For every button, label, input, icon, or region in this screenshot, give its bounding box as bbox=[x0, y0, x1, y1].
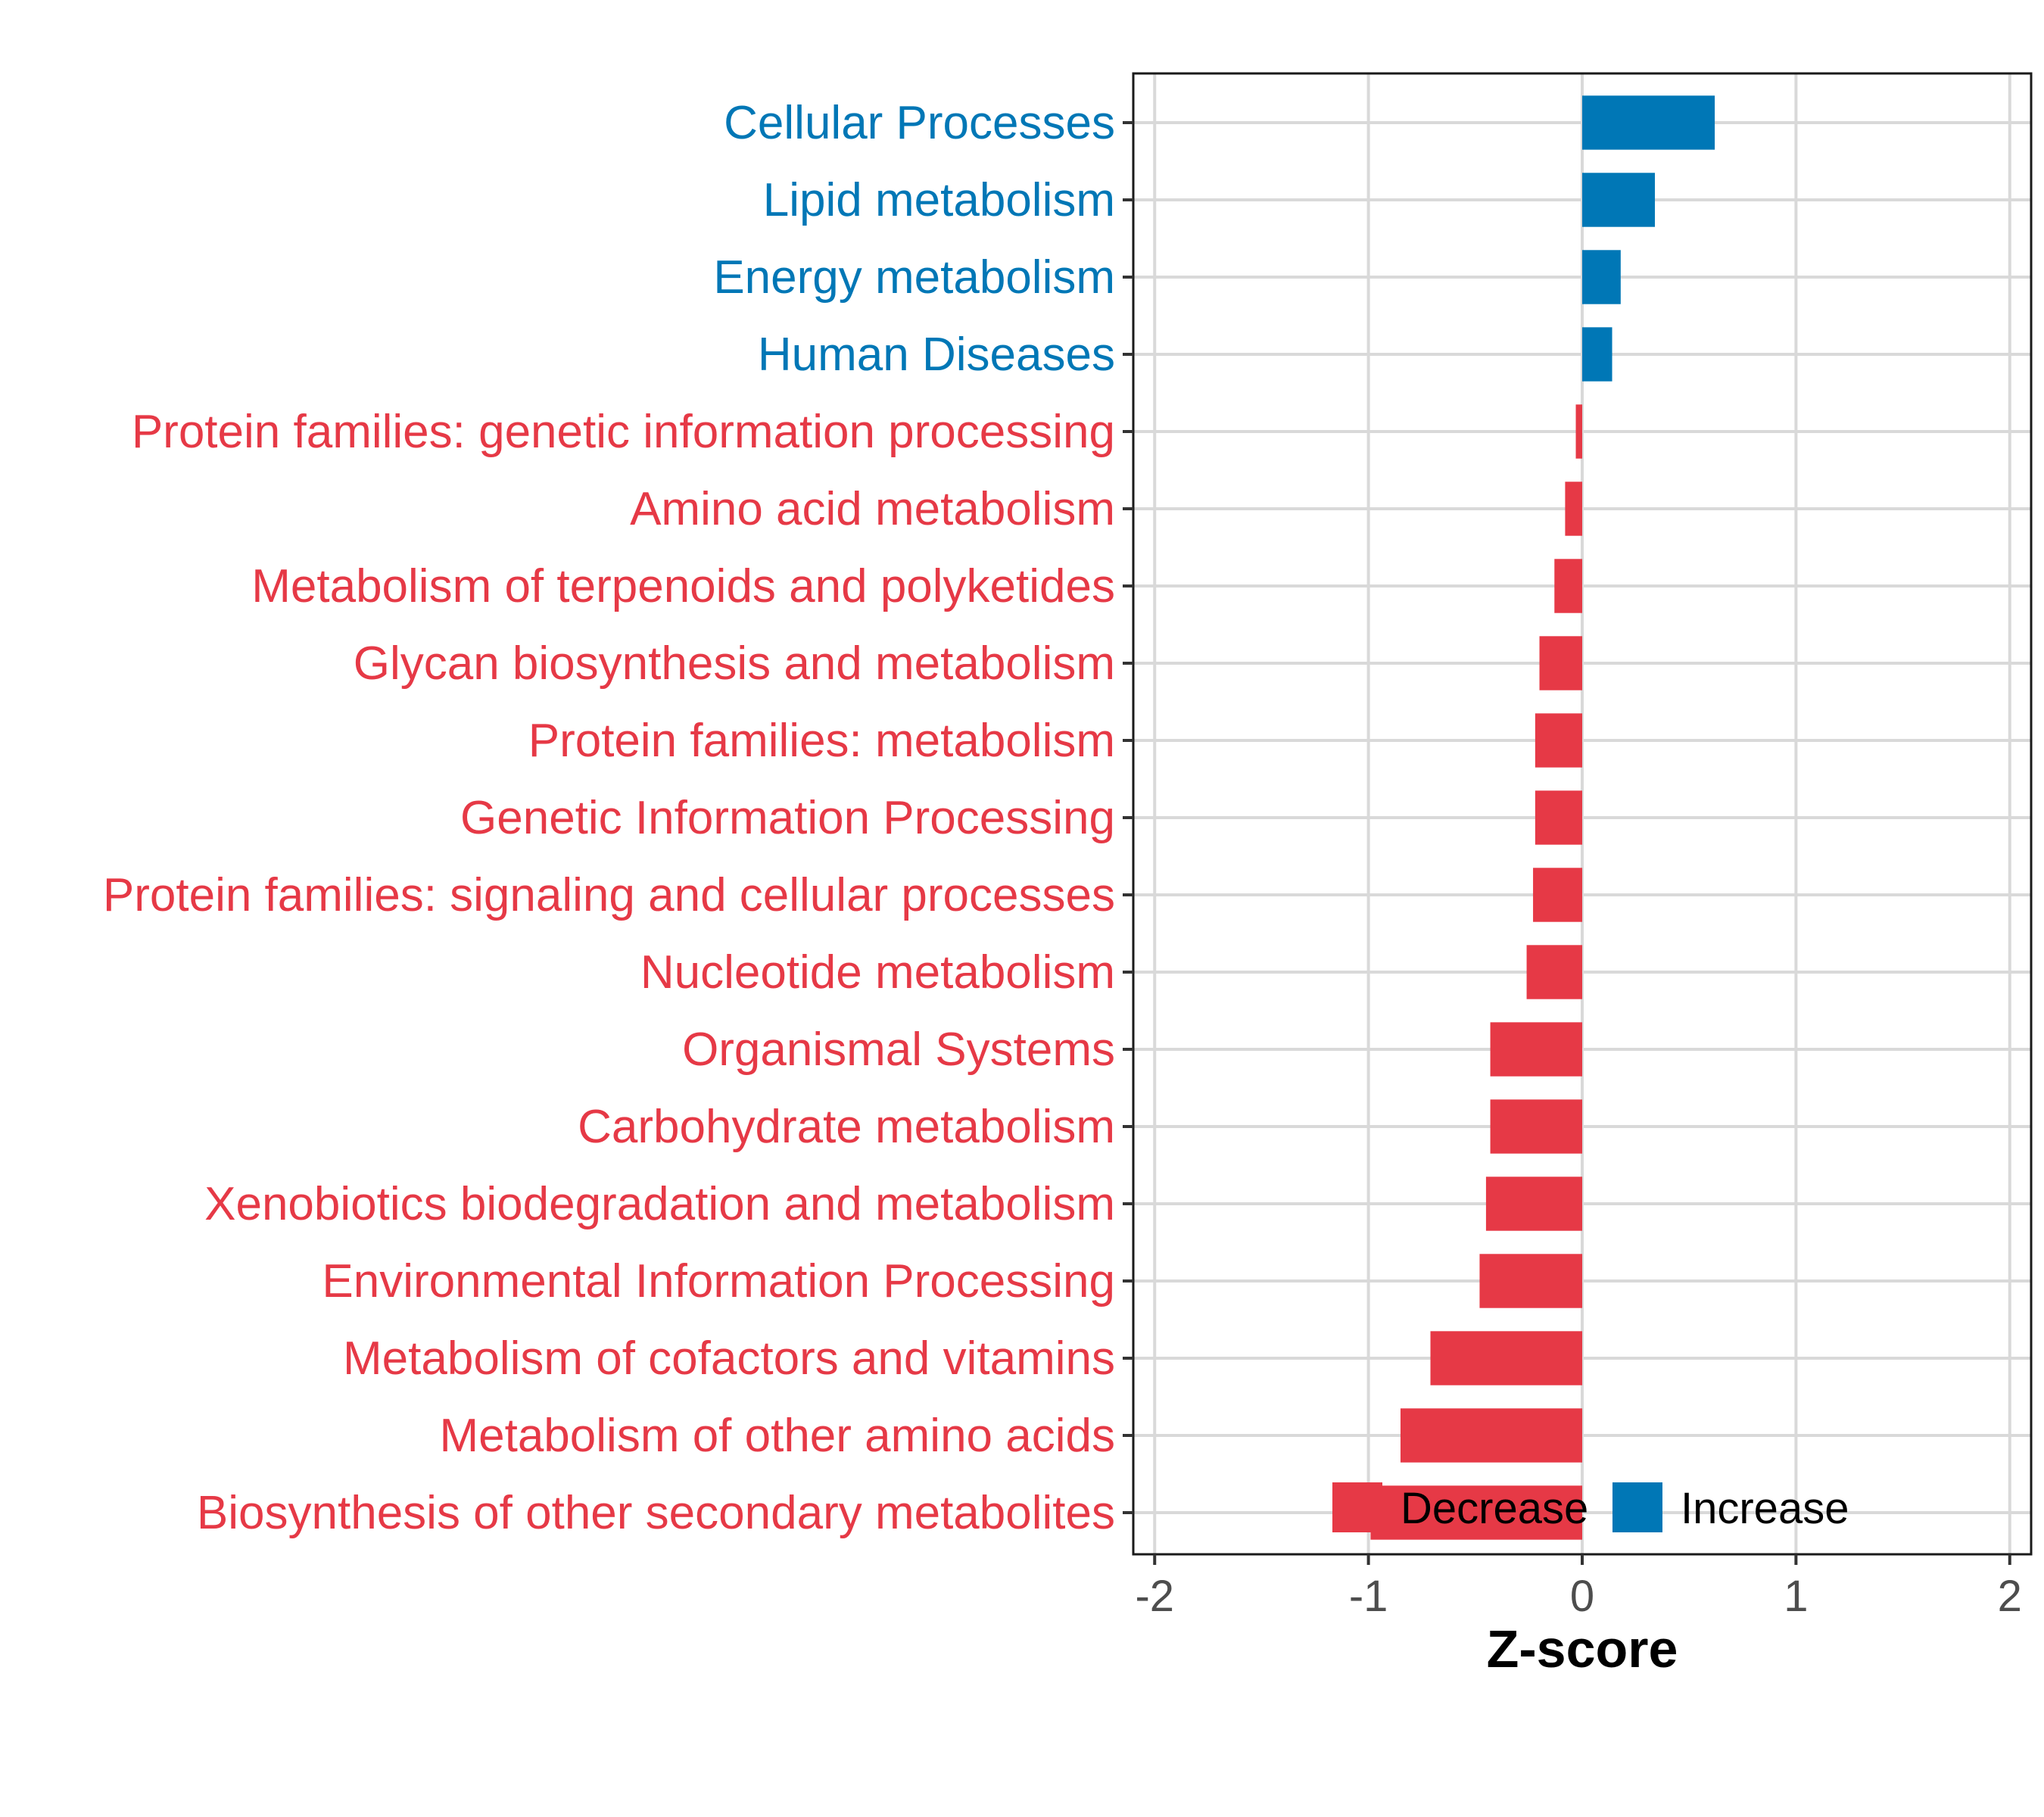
legend-label-increase: Increase bbox=[1681, 1484, 1849, 1533]
category-label: Genetic Information Processing bbox=[460, 792, 1115, 844]
category-label: Carbohydrate metabolism bbox=[578, 1101, 1115, 1153]
x-axis-title: Z-score bbox=[1487, 1619, 1678, 1678]
category-label: Metabolism of terpenoids and polyketides bbox=[251, 560, 1115, 612]
category-label: Human Diseases bbox=[758, 329, 1115, 381]
legend: Decrease Increase bbox=[1332, 1482, 1849, 1533]
x-tick-label: 0 bbox=[1570, 1572, 1594, 1621]
y-axis: Cellular Processes Lipid metabolism Energy… bbox=[103, 97, 1133, 1539]
category-label: Energy metabolism bbox=[713, 251, 1115, 304]
bars bbox=[1370, 95, 1715, 1540]
x-tick-label: -2 bbox=[1135, 1572, 1174, 1621]
bar bbox=[1370, 1485, 1582, 1540]
bar bbox=[1575, 404, 1582, 459]
bar bbox=[1533, 868, 1582, 922]
bar bbox=[1535, 790, 1582, 845]
bar bbox=[1582, 173, 1656, 227]
bar bbox=[1485, 1177, 1582, 1231]
bar bbox=[1582, 250, 1621, 304]
category-label: Glycan biosynthesis and metabolism bbox=[354, 637, 1115, 690]
bar bbox=[1535, 713, 1582, 768]
bar bbox=[1430, 1331, 1582, 1385]
legend-label-decrease: Decrease bbox=[1401, 1484, 1588, 1533]
legend-swatch-increase bbox=[1612, 1482, 1662, 1532]
bar bbox=[1554, 559, 1582, 613]
bar bbox=[1400, 1408, 1582, 1463]
bar bbox=[1490, 1099, 1582, 1154]
category-label: Nucleotide metabolism bbox=[640, 946, 1115, 999]
category-label: Protein families: metabolism bbox=[528, 715, 1115, 767]
category-label: Amino acid metabolism bbox=[630, 483, 1115, 535]
x-axis: -2 -1 0 1 2 bbox=[1135, 1554, 2022, 1621]
category-label: Protein families: signaling and cellular… bbox=[103, 869, 1115, 921]
category-label: Environmental Information Processing bbox=[322, 1255, 1115, 1307]
category-label: Lipid metabolism bbox=[763, 174, 1115, 226]
category-label: Cellular Processes bbox=[724, 97, 1115, 149]
bar bbox=[1479, 1254, 1582, 1308]
bar bbox=[1582, 95, 1715, 150]
bar bbox=[1582, 327, 1612, 382]
bar bbox=[1565, 482, 1582, 536]
legend-swatch-decrease bbox=[1332, 1482, 1382, 1532]
bar bbox=[1526, 945, 1582, 999]
x-tick-label: 2 bbox=[1998, 1572, 2022, 1621]
bar bbox=[1490, 1022, 1582, 1077]
category-label: Biosynthesis of other secondary metaboli… bbox=[197, 1487, 1115, 1539]
category-label: Metabolism of cofactors and vitamins bbox=[343, 1332, 1115, 1385]
x-tick-label: 1 bbox=[1784, 1572, 1808, 1621]
x-tick-label: -1 bbox=[1349, 1572, 1388, 1621]
category-label: Organismal Systems bbox=[682, 1024, 1115, 1076]
category-label: Xenobiotics biodegradation and metabolis… bbox=[204, 1178, 1115, 1230]
bar bbox=[1539, 636, 1582, 690]
category-label: Protein families: genetic information pr… bbox=[132, 406, 1115, 458]
category-label: Metabolism of other amino acids bbox=[439, 1410, 1115, 1462]
